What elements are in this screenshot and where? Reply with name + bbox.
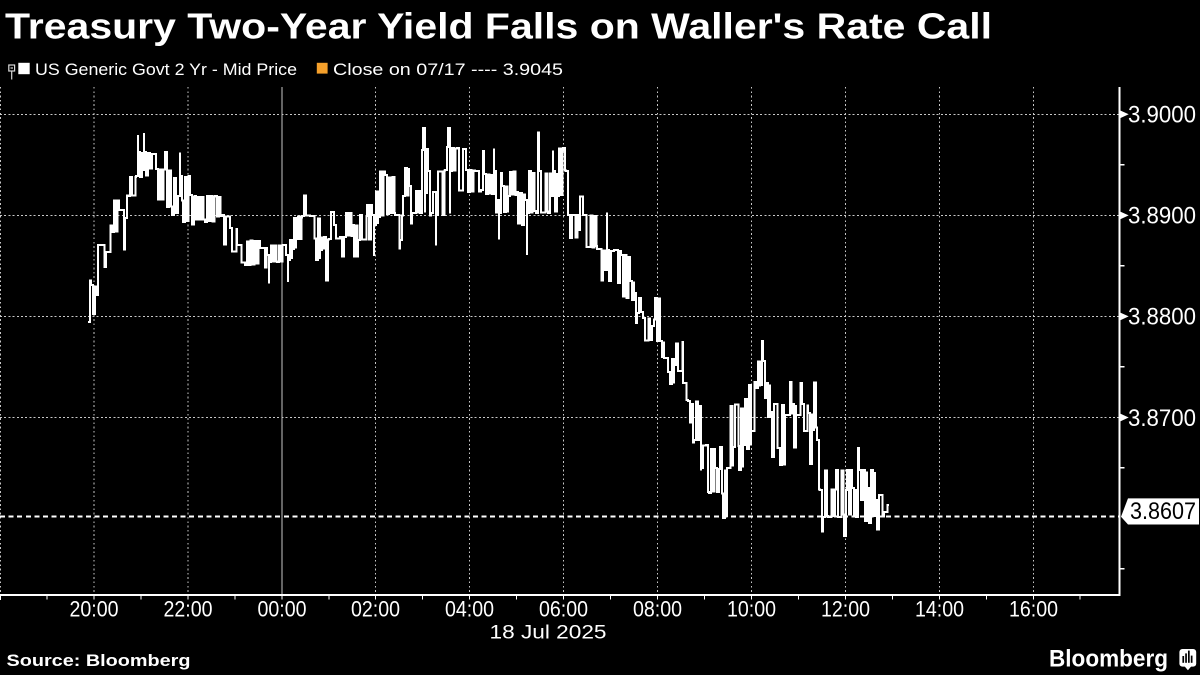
svg-text:3.8900: 3.8900 (1128, 203, 1196, 230)
svg-text:Source: Bloomberg: Source: Bloomberg (7, 651, 191, 670)
svg-text:22:00: 22:00 (164, 597, 213, 622)
svg-text:US Generic Govt 2 Yr - Mid Pri: US Generic Govt 2 Yr - Mid Price (35, 60, 297, 79)
svg-text:20:00: 20:00 (70, 597, 119, 622)
svg-text:12:00: 12:00 (821, 597, 870, 622)
svg-text:3.8700: 3.8700 (1128, 405, 1196, 432)
svg-text:Bloomberg: Bloomberg (1049, 646, 1168, 673)
svg-text:14:00: 14:00 (915, 597, 964, 622)
svg-text:Close on 07/17 ---- 3.9045: Close on 07/17 ---- 3.9045 (333, 60, 563, 79)
svg-text:00:00: 00:00 (258, 597, 307, 622)
svg-text:08:00: 08:00 (633, 597, 682, 622)
svg-text:10:00: 10:00 (727, 597, 776, 622)
svg-text:02:00: 02:00 (351, 597, 400, 622)
svg-text:18 Jul 2025: 18 Jul 2025 (490, 623, 607, 644)
svg-text:3.8607: 3.8607 (1130, 498, 1196, 525)
svg-text:3.9000: 3.9000 (1128, 102, 1196, 129)
svg-text:3.8800: 3.8800 (1128, 304, 1196, 331)
svg-text:04:00: 04:00 (445, 597, 494, 622)
svg-text:06:00: 06:00 (539, 597, 588, 622)
svg-text:Treasury Two-Year Yield Falls: Treasury Two-Year Yield Falls on Waller'… (5, 6, 992, 47)
svg-text:16:00: 16:00 (1009, 597, 1058, 622)
